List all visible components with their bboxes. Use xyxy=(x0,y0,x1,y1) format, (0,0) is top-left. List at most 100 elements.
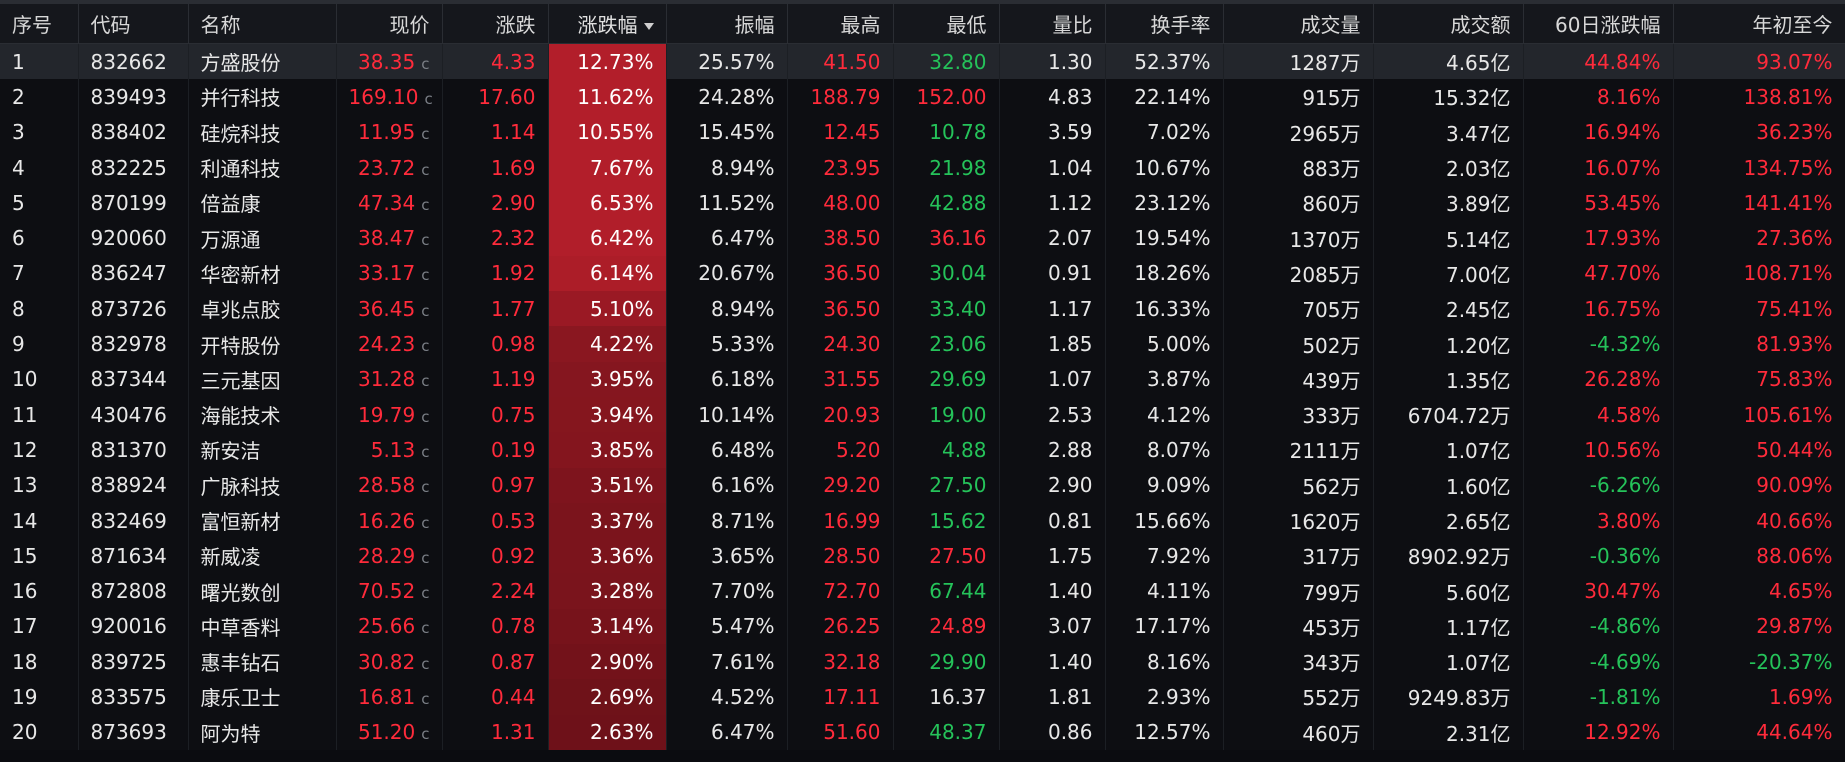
cell-low: 15.62 xyxy=(893,502,1000,539)
cell-change: 0.53 xyxy=(442,502,549,539)
price-value: 47.34 xyxy=(357,190,416,215)
cell-high: 72.70 xyxy=(787,573,894,609)
table-row[interactable]: 5 870199 倍益康 47.34 c 2.90 6.53% 11.52% 48.00 42.8… xyxy=(0,185,1845,221)
cell-change: 2.90 xyxy=(442,185,549,221)
table-row[interactable]: 17 920016 中草香料 25.66 c 0.78 3.14% 5.47% 26.25 24.… xyxy=(0,608,1845,645)
table-row[interactable]: 18 839725 惠丰钻石 30.82 c 0.87 2.90% 7.61% 32.18 29.… xyxy=(0,644,1845,680)
col-header-code[interactable]: 代码 xyxy=(78,4,189,44)
cell-60d-change: 17.93% xyxy=(1523,220,1674,256)
cell-volume: 1370万 xyxy=(1223,220,1374,256)
cell-volume: 502万 xyxy=(1223,326,1374,362)
price-value: 30.82 xyxy=(357,649,416,674)
table-row[interactable]: 7 836247 华密新材 33.17 c 1.92 6.14% 20.67% 36.50 30.… xyxy=(0,255,1845,292)
table-row[interactable]: 13 838924 广脉科技 28.58 c 0.97 3.51% 6.16% 29.20 27.… xyxy=(0,467,1845,503)
price-value: 5.13 xyxy=(370,437,416,462)
cell-amount: 1.07亿 xyxy=(1373,644,1524,680)
cell-volume: 460万 xyxy=(1223,714,1374,750)
col-header-turnover-rate[interactable]: 换手率 xyxy=(1105,4,1224,44)
price-flag: c xyxy=(421,478,430,497)
cell-volume: 333万 xyxy=(1223,396,1374,433)
cell-low: 30.04 xyxy=(893,255,1000,292)
table-row[interactable]: 8 873726 卓兆点胶 36.45 c 1.77 5.10% 8.94% 36.50 33.4… xyxy=(0,291,1845,327)
price-value: 70.52 xyxy=(357,579,416,604)
col-header-high[interactable]: 最高 xyxy=(787,4,894,44)
cell-60d-change: 16.75% xyxy=(1523,291,1674,327)
cell-low: 24.89 xyxy=(893,608,1000,645)
cell-index: 12 xyxy=(0,432,79,468)
price-flag: c xyxy=(421,584,430,603)
cell-pct-change: 4.22% xyxy=(548,326,667,362)
table-row[interactable]: 9 832978 开特股份 24.23 c 0.98 4.22% 5.33% 24.30 23.0… xyxy=(0,326,1845,362)
table-row[interactable]: 19 833575 康乐卫士 16.81 c 0.44 2.69% 4.52% 17.11 16.… xyxy=(0,679,1845,715)
cell-ytd: 134.75% xyxy=(1673,149,1845,186)
cell-price: 19.79 c xyxy=(336,396,443,433)
col-header-low[interactable]: 最低 xyxy=(893,4,1000,44)
cell-pct-change: 3.95% xyxy=(548,361,667,397)
cell-name: 惠丰钻石 xyxy=(188,644,337,680)
cell-code: 870199 xyxy=(78,185,189,221)
price-value: 169.10 xyxy=(348,84,419,109)
cell-index: 9 xyxy=(0,326,79,362)
price-flag: c xyxy=(421,654,430,673)
table-row[interactable]: 4 832225 利通科技 23.72 c 1.69 7.67% 8.94% 23.95 21.9… xyxy=(0,149,1845,186)
cell-price: 23.72 c xyxy=(336,149,443,186)
cell-code: 832469 xyxy=(78,502,189,539)
cell-60d-change: 3.80% xyxy=(1523,502,1674,539)
cell-volume: 453万 xyxy=(1223,608,1374,645)
col-header-amplitude[interactable]: 振幅 xyxy=(666,4,788,44)
cell-volume-ratio: 1.85 xyxy=(999,326,1106,362)
table-row[interactable]: 12 831370 新安洁 5.13 c 0.19 3.85% 6.48% 5.20 4.88 2.… xyxy=(0,432,1845,468)
table-row[interactable]: 1 832662 方盛股份 38.35 c 4.33 12.73% 25.57% 41.50 32… xyxy=(0,43,1845,80)
col-header-price[interactable]: 现价 xyxy=(336,4,443,44)
col-header-volume[interactable]: 成交量 xyxy=(1223,4,1374,44)
cell-turnover-rate: 52.37% xyxy=(1105,43,1224,80)
price-flag: c xyxy=(421,442,430,461)
cell-price: 28.58 c xyxy=(336,467,443,503)
table-row[interactable]: 11 430476 海能技术 19.79 c 0.75 3.94% 10.14% 20.93 19… xyxy=(0,396,1845,433)
col-header-60d-change[interactable]: 60日涨跌幅 xyxy=(1523,4,1674,44)
table-row[interactable]: 2 839493 并行科技 169.10 c 17.60 11.62% 24.28% 188.7… xyxy=(0,79,1845,115)
table-row[interactable]: 20 873693 阿为特 51.20 c 1.31 2.63% 6.47% 51.60 48.3… xyxy=(0,714,1845,750)
cell-volume: 552万 xyxy=(1223,679,1374,715)
cell-code: 837344 xyxy=(78,361,189,397)
cell-change: 1.77 xyxy=(442,291,549,327)
col-header-name[interactable]: 名称 xyxy=(188,4,337,44)
cell-amount: 8902.92万 xyxy=(1373,538,1524,574)
cell-high: 41.50 xyxy=(787,43,894,80)
table-row[interactable]: 16 872808 曙光数创 70.52 c 2.24 3.28% 7.70% 72.70 67.… xyxy=(0,573,1845,609)
col-header-pct-change[interactable]: 涨跌幅 xyxy=(548,4,667,44)
cell-60d-change: -4.32% xyxy=(1523,326,1674,362)
table-row[interactable]: 6 920060 万源通 38.47 c 2.32 6.42% 6.47% 38.50 36.16… xyxy=(0,220,1845,256)
col-header-volume-ratio[interactable]: 量比 xyxy=(999,4,1106,44)
col-header-ytd[interactable]: 年初至今 xyxy=(1673,4,1845,44)
cell-ytd: 75.41% xyxy=(1673,291,1845,327)
col-header-amount[interactable]: 成交额 xyxy=(1373,4,1524,44)
cell-name: 倍益康 xyxy=(188,185,337,221)
cell-name: 阿为特 xyxy=(188,714,337,750)
table-row[interactable]: 3 838402 硅烷科技 11.95 c 1.14 10.55% 15.45% 12.45 10… xyxy=(0,114,1845,150)
cell-code: 430476 xyxy=(78,396,189,433)
table-row[interactable]: 10 837344 三元基因 31.28 c 1.19 3.95% 6.18% 31.55 29.… xyxy=(0,361,1845,397)
col-header-change[interactable]: 涨跌 xyxy=(442,4,549,44)
cell-code: 832978 xyxy=(78,326,189,362)
cell-amount: 5.60亿 xyxy=(1373,573,1524,609)
cell-pct-change: 3.28% xyxy=(548,573,667,609)
cell-amount: 1.35亿 xyxy=(1373,361,1524,397)
table-row[interactable]: 14 832469 富恒新材 16.26 c 0.53 3.37% 8.71% 16.99 15.… xyxy=(0,502,1845,539)
cell-code: 832225 xyxy=(78,149,189,186)
cell-index: 20 xyxy=(0,714,79,750)
cell-60d-change: -4.86% xyxy=(1523,608,1674,645)
cell-volume: 317万 xyxy=(1223,538,1374,574)
cell-code: 839725 xyxy=(78,644,189,680)
cell-high: 12.45 xyxy=(787,114,894,150)
cell-ytd: 88.06% xyxy=(1673,538,1845,574)
col-header-index[interactable]: 序号 xyxy=(0,4,79,44)
cell-code: 873726 xyxy=(78,291,189,327)
cell-amount: 2.31亿 xyxy=(1373,714,1524,750)
cell-volume-ratio: 2.07 xyxy=(999,220,1106,256)
table-row[interactable]: 15 871634 新威凌 28.29 c 0.92 3.36% 3.65% 28.50 27.5… xyxy=(0,538,1845,574)
cell-amplitude: 6.18% xyxy=(666,361,788,397)
cell-amount: 1.60亿 xyxy=(1373,467,1524,503)
cell-name: 中草香料 xyxy=(188,608,337,645)
price-value: 33.17 xyxy=(357,261,416,286)
